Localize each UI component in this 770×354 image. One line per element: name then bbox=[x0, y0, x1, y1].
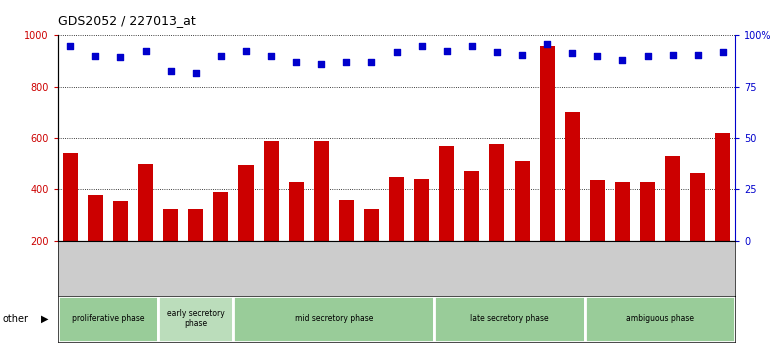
Bar bbox=[88, 195, 103, 241]
Bar bbox=[439, 146, 454, 241]
Bar bbox=[514, 161, 530, 241]
Point bbox=[591, 53, 604, 59]
Text: other: other bbox=[2, 314, 28, 324]
Bar bbox=[640, 182, 655, 241]
Bar bbox=[414, 179, 429, 241]
Point bbox=[215, 53, 227, 59]
Point bbox=[616, 57, 628, 63]
Point bbox=[365, 59, 377, 65]
Point bbox=[691, 52, 704, 57]
Text: early secretory
phase: early secretory phase bbox=[167, 309, 225, 328]
Bar bbox=[263, 141, 279, 241]
Bar bbox=[289, 182, 303, 241]
Point bbox=[541, 41, 554, 47]
Point bbox=[239, 48, 252, 53]
Text: mid secretory phase: mid secretory phase bbox=[295, 314, 373, 323]
Bar bbox=[213, 192, 229, 241]
Bar bbox=[389, 177, 404, 241]
Bar bbox=[233, 296, 434, 342]
Bar bbox=[590, 181, 605, 241]
Bar bbox=[313, 141, 329, 241]
Point bbox=[641, 53, 654, 59]
Bar bbox=[163, 209, 178, 241]
Bar bbox=[715, 133, 730, 241]
Point bbox=[265, 53, 277, 59]
Bar bbox=[158, 296, 233, 342]
Point bbox=[340, 59, 353, 65]
Bar bbox=[364, 209, 379, 241]
Point bbox=[189, 70, 202, 75]
Point bbox=[64, 43, 76, 48]
Point bbox=[440, 48, 453, 53]
Point bbox=[490, 49, 503, 55]
Bar bbox=[58, 296, 158, 342]
Point bbox=[416, 43, 428, 48]
Bar bbox=[63, 154, 78, 241]
Text: ambiguous phase: ambiguous phase bbox=[626, 314, 694, 323]
Point bbox=[566, 51, 578, 56]
Bar bbox=[615, 182, 630, 241]
Point bbox=[139, 48, 152, 53]
Text: GDS2052 / 227013_at: GDS2052 / 227013_at bbox=[58, 14, 196, 27]
Point bbox=[516, 52, 528, 57]
Bar bbox=[464, 171, 480, 241]
Bar bbox=[434, 296, 584, 342]
Bar bbox=[138, 164, 153, 241]
Bar bbox=[564, 113, 580, 241]
Point bbox=[315, 61, 327, 67]
Text: ▶: ▶ bbox=[41, 314, 49, 324]
Bar bbox=[584, 296, 735, 342]
Bar bbox=[239, 165, 253, 241]
Bar bbox=[540, 46, 554, 241]
Point bbox=[466, 43, 478, 48]
Text: proliferative phase: proliferative phase bbox=[72, 314, 144, 323]
Point bbox=[667, 52, 679, 57]
Point bbox=[165, 68, 177, 74]
Point bbox=[89, 53, 102, 59]
Point bbox=[390, 49, 403, 55]
Text: late secretory phase: late secretory phase bbox=[470, 314, 549, 323]
Bar bbox=[188, 209, 203, 241]
Point bbox=[290, 59, 303, 65]
Bar bbox=[490, 144, 504, 241]
Point bbox=[717, 49, 729, 55]
Bar bbox=[665, 156, 680, 241]
Bar bbox=[339, 200, 354, 241]
Bar bbox=[690, 173, 705, 241]
Bar bbox=[113, 201, 128, 241]
Point bbox=[114, 55, 126, 60]
